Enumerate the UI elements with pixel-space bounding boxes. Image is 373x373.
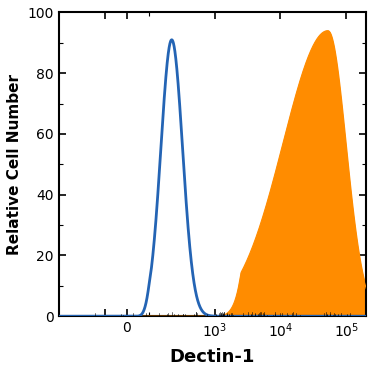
X-axis label: Dectin-1: Dectin-1 xyxy=(170,348,255,366)
Y-axis label: Relative Cell Number: Relative Cell Number xyxy=(7,74,22,255)
